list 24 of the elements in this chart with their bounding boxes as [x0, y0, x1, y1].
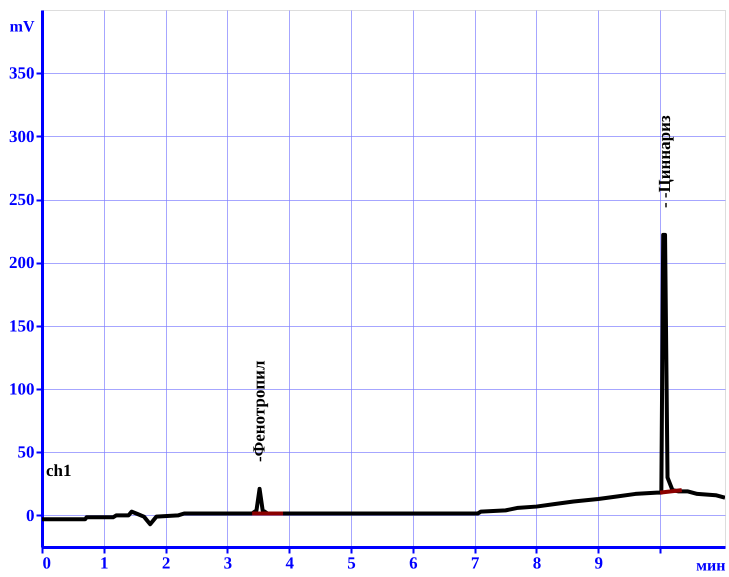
- x-tick-label: 3: [224, 554, 232, 572]
- x-tick-label: 9: [594, 554, 604, 572]
- y-tick-label: 200: [9, 253, 34, 272]
- y-tick-label: 50: [18, 442, 34, 462]
- x-axis-title: мин: [696, 558, 726, 574]
- y-axis-title: mV: [10, 18, 35, 36]
- x-tick-label: 6: [409, 554, 418, 572]
- x-tick-label: 7: [470, 554, 480, 572]
- y-tick-label: 350: [9, 64, 34, 83]
- x-tick-label: 5: [347, 554, 356, 572]
- annotation: ch1: [46, 461, 72, 480]
- x-tick-label: 8: [532, 554, 542, 572]
- x-tick-label: 2: [162, 554, 170, 572]
- y-tick-label: 250: [9, 190, 34, 210]
- x-tick-label: 1: [100, 554, 109, 572]
- y-tick-label: 0: [26, 506, 34, 525]
- y-tick-label: 100: [9, 380, 34, 399]
- line-series: [42, 232, 725, 526]
- x-tick-label: 0: [42, 554, 51, 572]
- annotation: -Фенотропил: [250, 360, 269, 462]
- y-tick-label: 300: [9, 126, 34, 146]
- y-tick-label: 150: [9, 316, 34, 336]
- x-tick-label: 4: [285, 554, 294, 572]
- annotation: - -Циннариз: [655, 115, 674, 208]
